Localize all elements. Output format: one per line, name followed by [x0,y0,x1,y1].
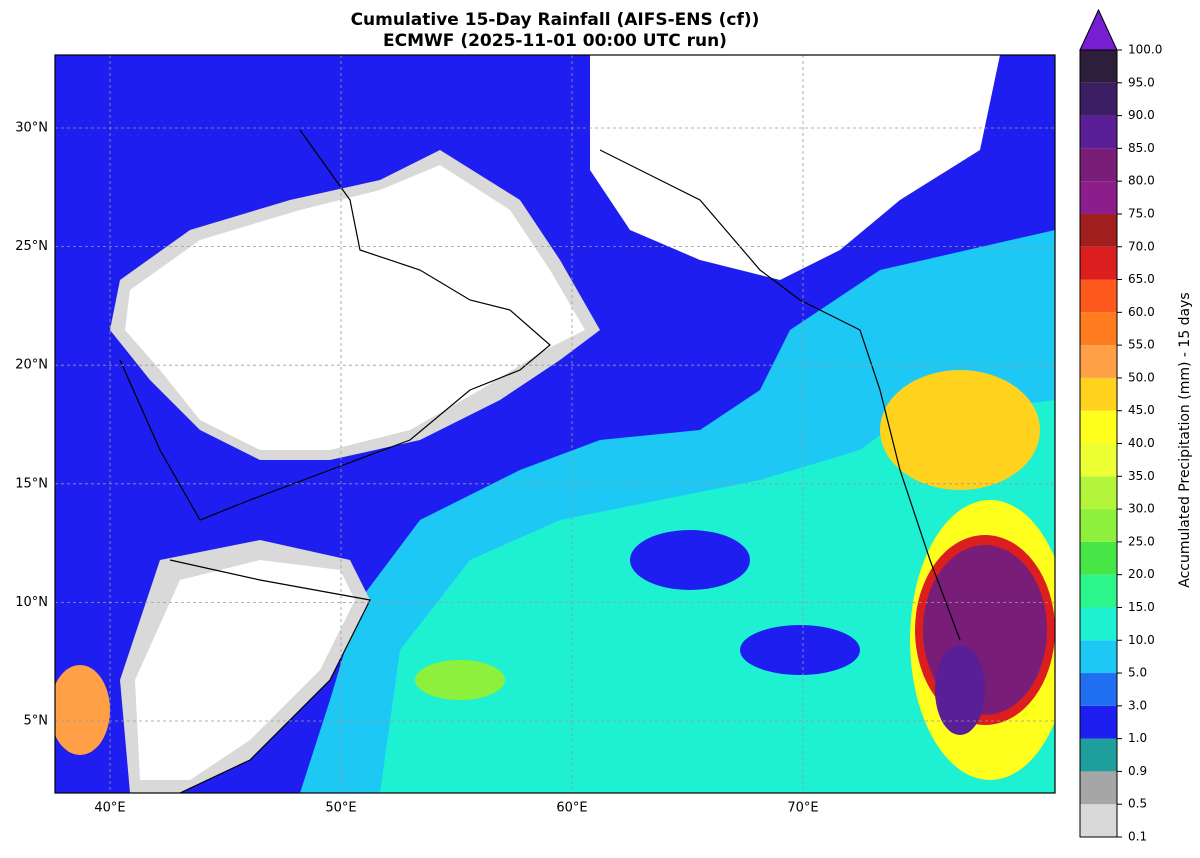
lat-label: 15°N [15,476,48,491]
colorbar-tick-label: 35.0 [1128,469,1155,483]
colorbar-tick-label: 95.0 [1128,75,1155,89]
colorbar-band [1080,541,1117,575]
colorbar-band [1080,279,1117,313]
colorbar-tick-label: 65.0 [1128,272,1155,286]
colorbar-tick-label: 60.0 [1128,305,1155,319]
colorbar-tick-label: 10.0 [1128,633,1155,647]
colorbar-tick-label: 0.1 [1128,830,1147,844]
colorbar-tick-label: 3.0 [1128,698,1147,712]
colorbar-band [1080,115,1117,149]
colorbar-band [1080,705,1117,739]
colorbar-band [1080,148,1117,182]
colorbar-tick-label: 20.0 [1128,567,1155,581]
colorbar-band [1080,476,1117,510]
colorbar-band [1080,213,1117,247]
colorbar-band [1080,50,1117,83]
colorbar: 0.1 0.5 0.9 1.0 3.0 5.0 10.0 15.0 20.0 25.0 30.0 35… [1079,8,1162,844]
lat-label: 10°N [15,595,48,610]
colorbar-tick-label: 70.0 [1128,239,1155,253]
colorbar-band [1080,738,1117,772]
colorbar-band [1080,443,1117,477]
colorbar-tick-label: 85.0 [1128,141,1155,155]
lat-label: 25°N [15,239,48,254]
lat-label: 30°N [15,121,48,136]
colorbar-tick-label: 40.0 [1128,436,1155,450]
lon-label: 50°E [325,801,356,816]
colorbar-tick-label: 90.0 [1128,108,1155,122]
colorbar-tick-label: 100.0 [1128,43,1162,57]
colorbar-tick-label: 30.0 [1128,502,1155,516]
colorbar-band [1080,345,1117,378]
lat-label: 20°N [15,358,48,373]
lon-label: 60°E [556,801,587,816]
colorbar-tick-label: 50.0 [1128,370,1155,384]
colorbar-tick-label: 15.0 [1128,600,1155,614]
colorbar-band [1080,509,1117,542]
colorbar-label: Accumulated Precipitation (mm) - 15 days [1177,292,1193,587]
colorbar-tick-label: 0.5 [1128,797,1147,811]
lat-label: 5°N [24,714,49,729]
map-frame [54,54,1056,794]
colorbar-band [1080,574,1117,608]
map-body [55,55,1055,793]
colorbar-band [1080,640,1117,674]
colorbar-tick-label: 5.0 [1128,666,1147,680]
colorbar-tick-label: 1.0 [1128,731,1147,745]
colorbar-extend [1079,8,1118,51]
colorbar-band [1080,181,1117,214]
colorbar-tick-label: 45.0 [1128,403,1155,417]
colorbar-tick-label: 25.0 [1128,534,1155,548]
map-subtitle: ECMWF (2025-11-01 00:00 UTC run) [383,31,727,51]
colorbar-band [1080,410,1117,444]
colorbar-band [1080,312,1117,346]
colorbar-tick-label: 55.0 [1128,338,1155,352]
colorbar-band [1080,804,1117,837]
lon-label: 70°E [787,801,818,816]
colorbar-band [1080,607,1117,641]
grid [55,55,1055,793]
lon-label: 40°E [94,801,125,816]
map-title: Cumulative 15-Day Rainfall (AIFS-ENS (cf… [351,10,760,30]
colorbar-band [1080,377,1117,411]
colorbar-band [1080,246,1117,280]
colorbar-tick-label: 80.0 [1128,174,1155,188]
colorbar-band [1080,82,1117,116]
colorbar-band [1080,771,1117,805]
colorbar-band [1080,673,1117,706]
colorbar-tick-label: 0.9 [1128,764,1147,778]
colorbar-tick-label: 75.0 [1128,206,1155,220]
